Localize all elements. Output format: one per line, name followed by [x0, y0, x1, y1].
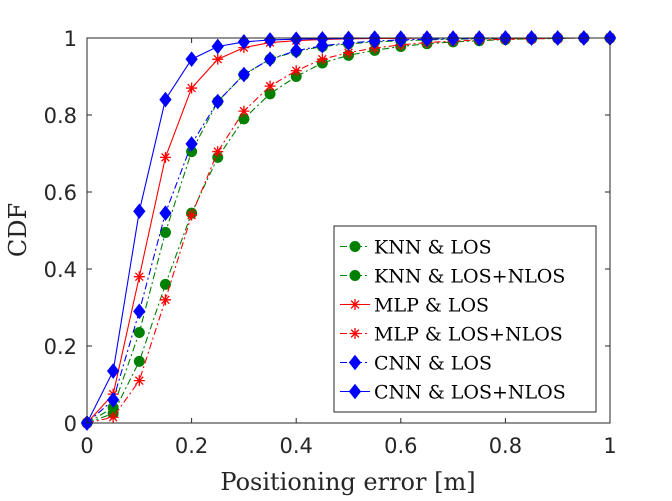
data-point	[238, 105, 250, 117]
data-point	[133, 203, 146, 220]
data-point	[290, 65, 302, 77]
y-tick-label: 1	[64, 27, 77, 51]
data-point	[159, 91, 172, 108]
data-point	[316, 30, 329, 47]
legend-label: KNN & LOS+NLOS	[374, 266, 565, 288]
data-point	[133, 355, 145, 367]
data-point	[159, 226, 171, 238]
legend-entry: KNN & LOS+NLOS	[340, 266, 565, 288]
x-tick-label: 0.8	[489, 434, 522, 458]
data-point	[211, 38, 224, 55]
data-point	[159, 205, 172, 221]
data-point	[159, 278, 171, 290]
legend-entry: CNN & LOS+NLOS	[340, 382, 566, 404]
data-point	[264, 80, 276, 92]
x-tick-label: 0.4	[279, 434, 312, 458]
legend: KNN & LOS KNN & LOS+NLOS MLP & LOS MLP & LO…	[333, 225, 597, 413]
y-tick-label: 0.4	[44, 258, 77, 282]
data-point	[316, 53, 328, 65]
legend-entry: CNN & LOS	[340, 353, 492, 375]
legend-box	[333, 225, 597, 413]
data-point	[133, 375, 145, 387]
y-tick-label: 0	[64, 412, 77, 436]
data-point	[343, 47, 354, 59]
legend-marker	[348, 354, 362, 371]
data-point	[186, 209, 198, 221]
y-tick-label: 0.6	[44, 181, 77, 205]
data-point	[107, 363, 120, 379]
data-point	[237, 66, 251, 83]
y-tick-label: 0.2	[44, 335, 77, 359]
data-point	[186, 82, 198, 94]
tick-layer: 0 0.2 0.4 0.6 0.8 1 0 0.2 0.4 0.6 0.8 1	[44, 27, 617, 458]
x-tick-label: 0.2	[175, 434, 208, 458]
legend-label: MLP & LOS	[374, 295, 489, 317]
x-tick-label: 0.6	[384, 434, 417, 458]
legend-marker	[349, 270, 361, 281]
data-point	[133, 303, 146, 320]
x-tick-label: 0	[80, 434, 93, 458]
legend-marker	[349, 328, 361, 339]
legend-entry: KNN & LOS	[340, 237, 492, 259]
legend-label: KNN & LOS	[374, 237, 492, 259]
data-point	[133, 327, 145, 339]
data-point	[212, 53, 224, 65]
legend-entry: MLP & LOS	[340, 295, 489, 317]
data-point	[290, 42, 303, 59]
legend-label: MLP & LOS+NLOS	[374, 324, 563, 346]
legend-entry: MLP & LOS+NLOS	[340, 324, 563, 346]
data-point	[212, 146, 224, 158]
data-point	[159, 294, 171, 306]
data-point	[133, 271, 145, 283]
data-point	[107, 392, 120, 408]
y-tick-label: 0.8	[44, 104, 77, 128]
legend-label: CNN & LOS+NLOS	[374, 382, 566, 404]
data-point	[159, 151, 171, 163]
legend-marker	[349, 241, 361, 252]
legend-marker	[349, 299, 361, 310]
plot-frame	[86, 37, 611, 424]
legend-label: CNN & LOS	[374, 353, 492, 375]
data-point	[107, 411, 119, 423]
data-point	[185, 136, 198, 152]
legend-marker	[348, 383, 362, 400]
x-tick-label: 1	[603, 434, 616, 458]
data-point	[185, 51, 198, 67]
x-axis-title: Positioning error [m]	[220, 468, 475, 496]
data-point	[263, 51, 277, 67]
data-point	[211, 93, 224, 110]
y-axis-title: CDF	[4, 203, 32, 257]
